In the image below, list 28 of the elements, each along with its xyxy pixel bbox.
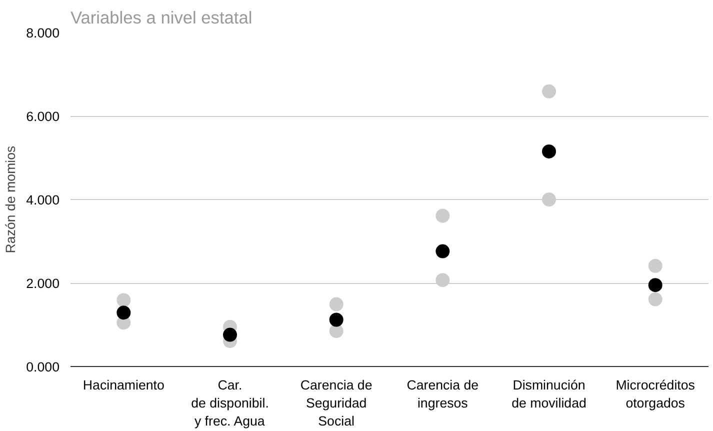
point	[116, 293, 131, 308]
chart-title: Variables a nivel estatal	[70, 8, 252, 28]
x-tick-label: Microcréditos otorgados	[616, 378, 696, 410]
point	[436, 244, 450, 258]
point	[329, 324, 344, 338]
y-axis-title: Razón de momios	[3, 145, 18, 254]
y-tick-label: 8.000	[26, 26, 60, 40]
point	[329, 297, 344, 312]
x-tick-label: Hacinamiento	[82, 378, 164, 392]
point	[648, 278, 662, 292]
x-tick-label: Disminución de movilidad	[512, 378, 586, 410]
point	[329, 312, 344, 327]
y-tick-label: 0.000	[26, 360, 60, 374]
x-tick-label: Car. de disponibil. y frec. Agua	[191, 378, 269, 428]
x-tick-label: Carencia de ingresos	[406, 378, 479, 410]
point	[116, 306, 131, 320]
point	[648, 292, 662, 306]
point	[542, 192, 556, 206]
y-tick-label: 4.000	[26, 192, 60, 208]
y-tick-label: 2.000	[26, 276, 60, 291]
point	[542, 144, 556, 158]
point	[648, 258, 662, 273]
point	[223, 328, 237, 342]
point	[436, 273, 450, 288]
x-tick-label: Carencia de Seguridad Social	[300, 378, 372, 428]
point	[542, 84, 556, 98]
point	[436, 208, 450, 223]
y-tick-label: 6.000	[26, 109, 60, 124]
